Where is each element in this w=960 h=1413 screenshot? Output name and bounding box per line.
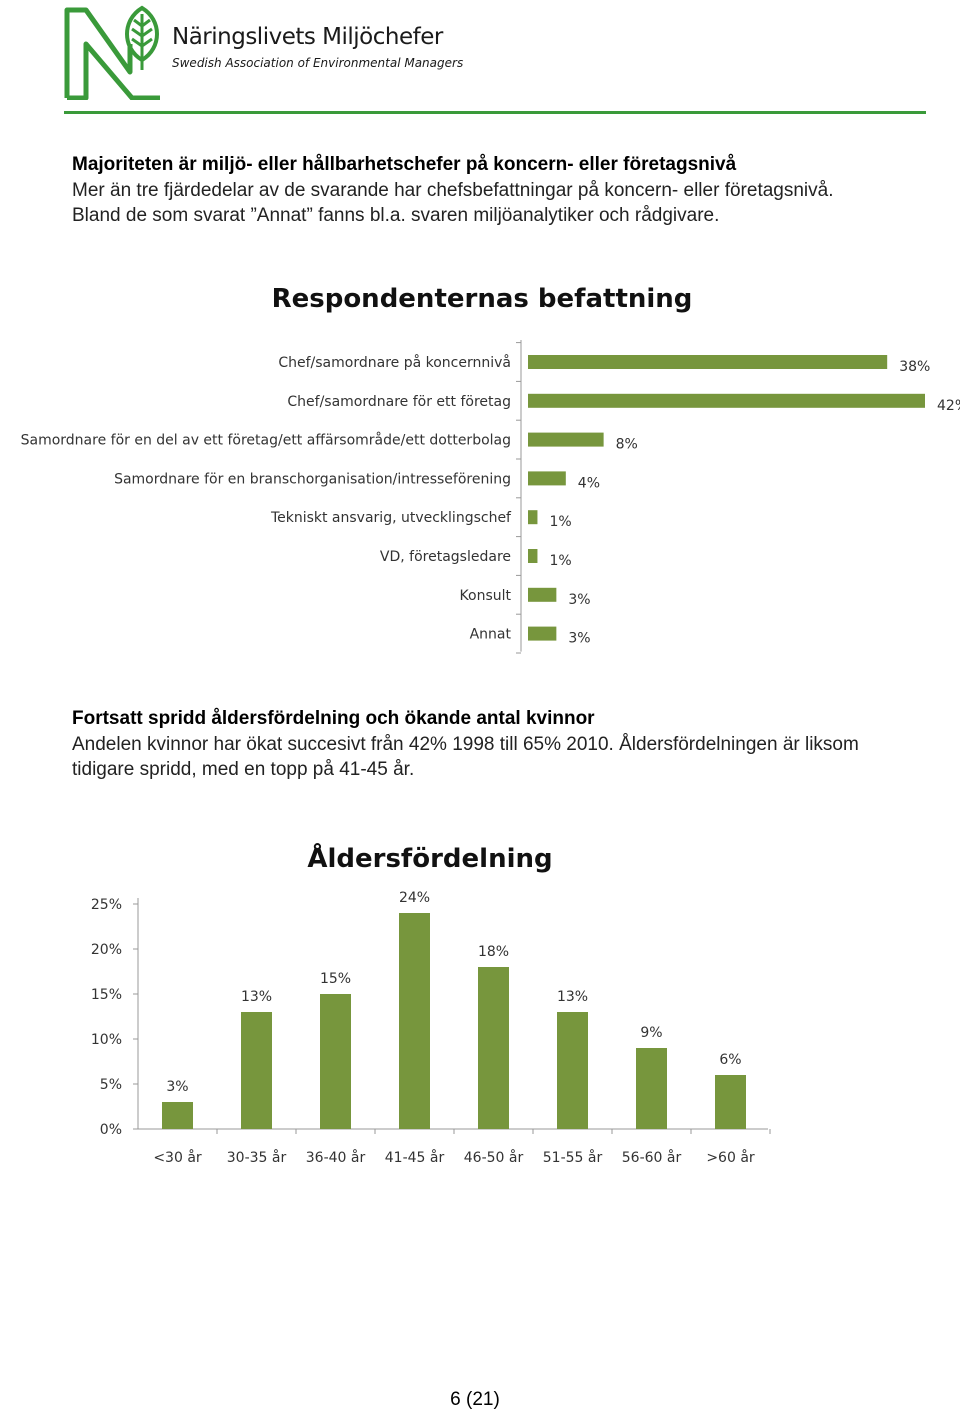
bar xyxy=(557,1012,588,1129)
data-label: 13% xyxy=(557,989,588,1005)
y-tick-label: 10% xyxy=(91,1032,122,1048)
category-label: VD, företagsledare xyxy=(380,549,511,565)
y-tick-label: 5% xyxy=(100,1077,122,1093)
data-label: 6% xyxy=(719,1052,741,1068)
data-label: 9% xyxy=(640,1025,662,1041)
leaf-n-logo-icon xyxy=(64,5,160,100)
bar xyxy=(162,1102,193,1129)
x-tick-label: 46-50 år xyxy=(464,1149,524,1166)
bar xyxy=(528,355,888,369)
bar xyxy=(241,1012,272,1129)
data-label: 3% xyxy=(568,592,590,608)
section1-body: Mer än tre fjärdedelar av de svarande ha… xyxy=(72,180,834,226)
y-tick-label: 15% xyxy=(91,987,122,1003)
bar xyxy=(715,1075,746,1129)
section2-body: Andelen kvinnor har ökat succesivt från … xyxy=(72,734,859,780)
bar xyxy=(528,587,557,602)
x-tick-label: 36-40 år xyxy=(306,1149,366,1166)
section1-title: Majoriteten är miljö- eller hållbarhetsc… xyxy=(72,154,737,175)
data-label: 42% xyxy=(937,398,960,414)
data-label: 15% xyxy=(320,971,351,987)
chart2-svg: 0% 5% 10% 15% 20% 25% 3% <30 år 13% 30-35 år 15% 36… xyxy=(91,890,771,1166)
bar xyxy=(320,994,351,1129)
y-tick-label: 0% xyxy=(100,1122,122,1138)
bar xyxy=(528,393,925,408)
bar xyxy=(528,549,538,563)
chart2-title: Åldersfördelning xyxy=(307,844,553,874)
header-divider xyxy=(64,111,926,114)
category-label: Konsult xyxy=(460,588,512,604)
x-tick-label: 30-35 år xyxy=(227,1149,287,1166)
x-tick-label: <30 år xyxy=(153,1149,202,1166)
category-label: Tekniskt ansvarig, utvecklingschef xyxy=(270,510,512,526)
data-label: 18% xyxy=(478,944,509,960)
bar xyxy=(478,967,509,1129)
y-tick-label: 20% xyxy=(91,942,122,958)
category-label: Samordnare för en del av ett företag/ett… xyxy=(21,432,511,449)
data-label: 3% xyxy=(568,631,590,647)
bar xyxy=(528,510,538,525)
y-tick-label: 25% xyxy=(91,897,122,913)
x-tick-label: 56-60 år xyxy=(622,1149,682,1166)
data-label: 8% xyxy=(616,437,638,453)
data-label: 4% xyxy=(578,475,600,491)
x-tick-label: >60 år xyxy=(706,1149,755,1166)
bar xyxy=(528,432,604,447)
category-label: Annat xyxy=(470,627,512,643)
data-label: 3% xyxy=(166,1079,188,1095)
data-label: 24% xyxy=(399,890,430,906)
bar xyxy=(528,471,566,486)
category-label: Chef/samordnare på koncernnivå xyxy=(278,354,511,371)
data-label: 13% xyxy=(241,989,272,1005)
org-name: Näringslivets Miljöchefer xyxy=(172,24,443,50)
data-label: 38% xyxy=(899,359,930,375)
data-label: 1% xyxy=(549,553,571,569)
category-label: Samordnare för en branschorganisation/in… xyxy=(114,471,511,487)
bar xyxy=(399,913,430,1129)
org-subtitle: Swedish Association of Environmental Man… xyxy=(172,56,464,70)
bar xyxy=(636,1048,667,1129)
chart1-svg: Chef/samordnare på koncernnivå 38% Chef/sa… xyxy=(21,340,960,654)
bar xyxy=(528,626,557,641)
page-number: 6 (21) xyxy=(450,1389,500,1410)
x-tick-label: 51-55 år xyxy=(543,1149,603,1166)
data-label: 1% xyxy=(549,514,571,530)
x-tick-label: 41-45 år xyxy=(385,1149,445,1166)
category-label: Chef/samordnare för ett företag xyxy=(287,394,511,410)
chart1-title: Respondenternas befattning xyxy=(271,284,693,314)
section2-title: Fortsatt spridd åldersfördelning och öka… xyxy=(72,708,595,729)
